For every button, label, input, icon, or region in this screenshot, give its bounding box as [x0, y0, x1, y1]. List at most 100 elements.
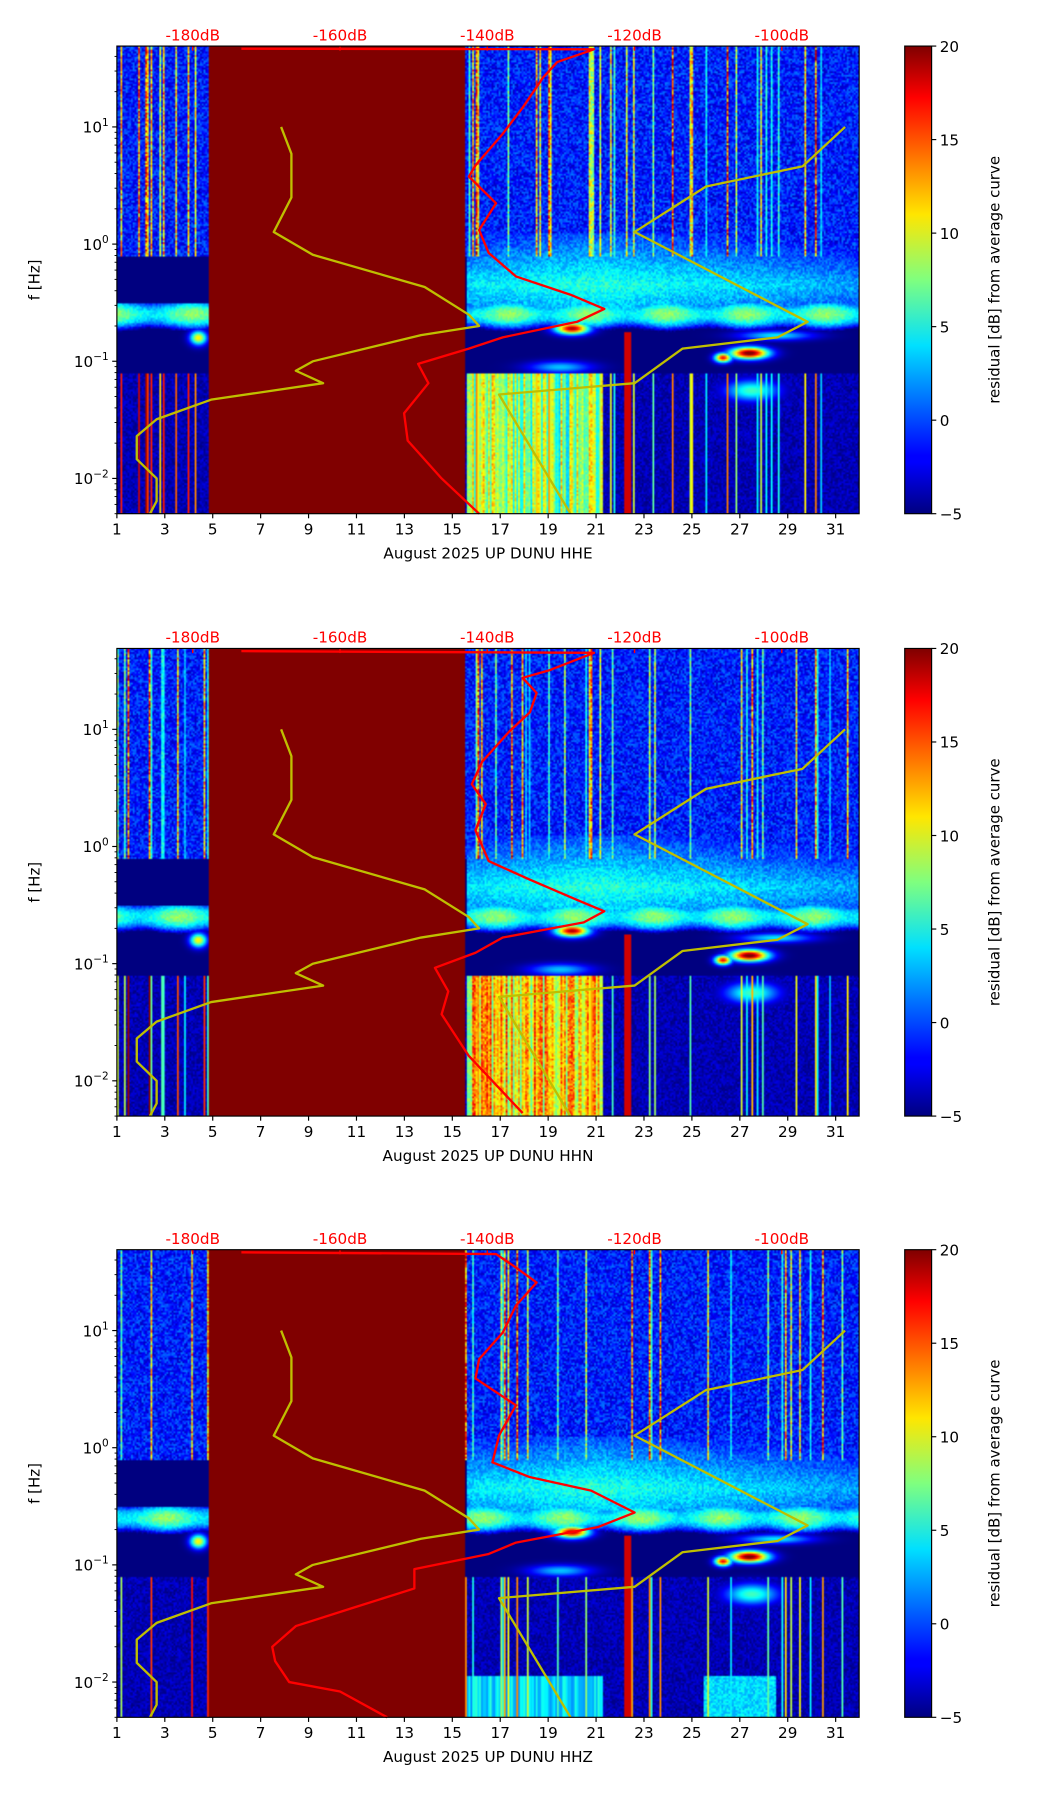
- y-tick-label: 10−2: [74, 468, 109, 488]
- x-tick-label: 9: [304, 521, 314, 539]
- x-axis-label: August 2025 UP DUNU HHZ: [383, 1748, 593, 1766]
- x-tick-label: 9: [304, 1724, 314, 1742]
- colorbar-tick-label: −5: [940, 1108, 962, 1126]
- x-tick-label: 31: [826, 521, 845, 539]
- x-tick-label: 15: [443, 1123, 462, 1141]
- axes-frame: [116, 647, 860, 1117]
- top-axis-tick-label: -100dB: [755, 1230, 810, 1248]
- axes-frame: [116, 1249, 860, 1718]
- x-tick-label: 13: [395, 521, 414, 539]
- y-tick-label: 10−1: [74, 954, 109, 974]
- colorbar-tick-label: −5: [940, 506, 962, 524]
- x-tick-label: 5: [208, 521, 218, 539]
- colorbar-tick-label: −5: [940, 1709, 962, 1727]
- y-tick-exponent: −1: [93, 1555, 109, 1567]
- y-tick-exponent: −1: [93, 954, 109, 966]
- x-tick-label: 3: [160, 1123, 170, 1141]
- x-tick-label: 11: [347, 1123, 366, 1141]
- y-tick-label: 100: [83, 836, 109, 856]
- y-tick-base: 10: [74, 1557, 93, 1575]
- nhnm-curve: [497, 126, 846, 515]
- top-axis-tick-label: -180dB: [165, 629, 220, 647]
- nlnm-curve: [135, 1330, 481, 1718]
- y-tick-label: 10−2: [74, 1672, 109, 1692]
- x-tick-label: 23: [634, 521, 653, 539]
- y-tick-base: 10: [83, 721, 102, 739]
- y-axis-label: f [Hz]: [26, 862, 44, 903]
- colorbar-tick-label: 0: [940, 1616, 950, 1634]
- y-tick-label: 10−1: [74, 1555, 109, 1575]
- y-tick-label: 10−2: [74, 1071, 109, 1091]
- x-tick-label: 5: [208, 1724, 218, 1742]
- colorbar-tick-label: 10: [940, 225, 959, 243]
- y-tick-label: 10−1: [74, 351, 109, 371]
- y-tick-label: 101: [83, 1320, 109, 1340]
- x-tick-label: 17: [491, 1123, 510, 1141]
- colorbar: [904, 647, 933, 1117]
- y-tick-label: 101: [83, 719, 109, 739]
- y-tick-base: 10: [74, 1073, 93, 1091]
- y-tick-label: 100: [83, 1438, 109, 1458]
- x-tick-label: 29: [778, 1123, 797, 1141]
- psd-curve: [241, 1251, 636, 1719]
- spectrogram-heatmap: [116, 46, 860, 514]
- y-tick-exponent: 1: [102, 719, 109, 731]
- nhnm-curve: [497, 1329, 846, 1718]
- x-tick-label: 31: [826, 1724, 845, 1742]
- top-axis-tick-label: -180dB: [165, 26, 220, 44]
- x-tick-label: 29: [778, 521, 797, 539]
- nhnm-curve: [497, 728, 846, 1117]
- x-tick-label: 7: [256, 1123, 266, 1141]
- x-tick-label: 3: [160, 1724, 170, 1742]
- x-tick-label: 25: [682, 1123, 701, 1141]
- top-axis-tick-label: -140dB: [460, 629, 515, 647]
- x-tick-label: 31: [826, 1123, 845, 1141]
- top-axis-tick-label: -120dB: [607, 26, 662, 44]
- spectrogram-heatmap: [116, 648, 860, 1117]
- y-axis-label: f [Hz]: [26, 259, 44, 300]
- y-tick-exponent: −2: [93, 1672, 109, 1684]
- x-tick-label: 15: [443, 1724, 462, 1742]
- x-tick-label: 1: [112, 1724, 122, 1742]
- colorbar: [904, 1249, 933, 1718]
- colorbar-label: residual [dB] from average curve: [985, 1360, 1003, 1608]
- x-tick-label: 19: [538, 1123, 557, 1141]
- y-tick-label: 100: [83, 234, 109, 254]
- x-tick-label: 25: [682, 521, 701, 539]
- x-tick-label: 1: [112, 521, 122, 539]
- y-tick-exponent: 0: [102, 1438, 109, 1450]
- x-tick-label: 19: [538, 1724, 557, 1742]
- x-tick-label: 23: [634, 1724, 653, 1742]
- colorbar-tick-label: 15: [940, 131, 959, 149]
- colorbar-tick-label: 20: [940, 1242, 959, 1260]
- x-tick-label: 13: [395, 1724, 414, 1742]
- x-axis-label: August 2025 UP DUNU HHN: [383, 1147, 594, 1165]
- y-tick-base: 10: [74, 1674, 93, 1692]
- spectrogram-heatmap: [116, 1249, 860, 1718]
- top-axis-tick-label: -120dB: [607, 629, 662, 647]
- top-axis-tick-label: -160dB: [313, 26, 368, 44]
- x-tick-label: 17: [491, 1724, 510, 1742]
- x-tick-label: 21: [586, 1123, 605, 1141]
- x-tick-label: 21: [586, 521, 605, 539]
- colorbar-tick-label: 5: [940, 319, 950, 337]
- psd-curve: [241, 47, 606, 515]
- colorbar-tick-label: 20: [940, 640, 959, 658]
- x-axis-label: August 2025 UP DUNU HHE: [383, 545, 592, 563]
- y-tick-base: 10: [74, 470, 93, 488]
- y-tick-exponent: 0: [102, 836, 109, 848]
- y-tick-base: 10: [74, 956, 93, 974]
- y-tick-base: 10: [83, 1322, 102, 1340]
- top-axis-tick-label: -140dB: [460, 26, 515, 44]
- y-tick-exponent: −2: [93, 1071, 109, 1083]
- y-tick-base: 10: [83, 236, 102, 254]
- nlnm-curve: [135, 728, 481, 1117]
- colorbar-label: residual [dB] from average curve: [985, 758, 1003, 1006]
- x-tick-label: 1: [112, 1123, 122, 1141]
- y-tick-label: 101: [83, 117, 109, 137]
- x-tick-label: 29: [778, 1724, 797, 1742]
